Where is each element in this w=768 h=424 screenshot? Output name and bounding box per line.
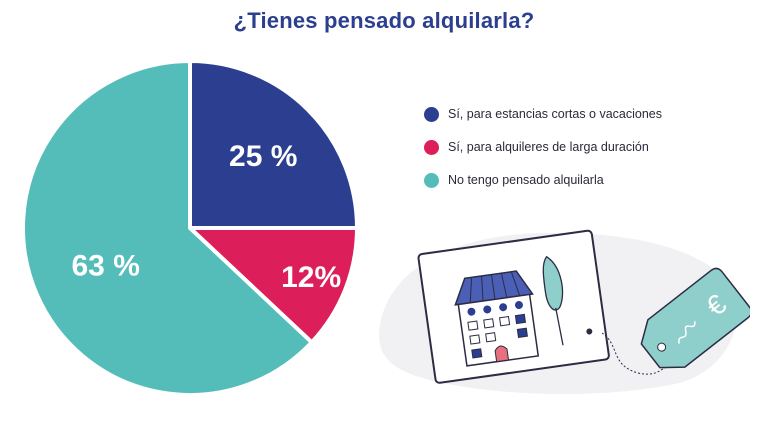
- chart-title: ¿Tienes pensado alquilarla?: [233, 8, 535, 33]
- pie-slice-short-stays: [188, 59, 359, 230]
- legend-item-no-rent: No tengo pensado alquilarla: [424, 170, 724, 190]
- pie-slice-long-term: [188, 226, 359, 345]
- legend-swatch-long-term: [424, 139, 439, 155]
- legend-item-short-stays: Sí, para estancias cortas o vacaciones: [424, 104, 724, 124]
- pie-label-no-rent: 63 %: [72, 249, 140, 282]
- house-card-illustration: €: [379, 229, 750, 395]
- pie-label-short-stays: 25 %: [229, 140, 297, 173]
- legend: Sí, para estancias cortas o vacaciones S…: [424, 104, 724, 203]
- pie-label-long-term: 12%: [281, 261, 341, 294]
- legend-item-long-term: Sí, para alquileres de larga duración: [424, 137, 724, 157]
- legend-label-long-term: Sí, para alquileres de larga duración: [448, 140, 649, 154]
- legend-label-no-rent: No tengo pensado alquilarla: [448, 173, 604, 187]
- legend-swatch-no-rent: [424, 172, 439, 188]
- legend-label-short-stays: Sí, para estancias cortas o vacaciones: [448, 107, 663, 121]
- legend-swatch-short-stays: [424, 106, 439, 122]
- pie-slice-no-rent: [21, 59, 314, 397]
